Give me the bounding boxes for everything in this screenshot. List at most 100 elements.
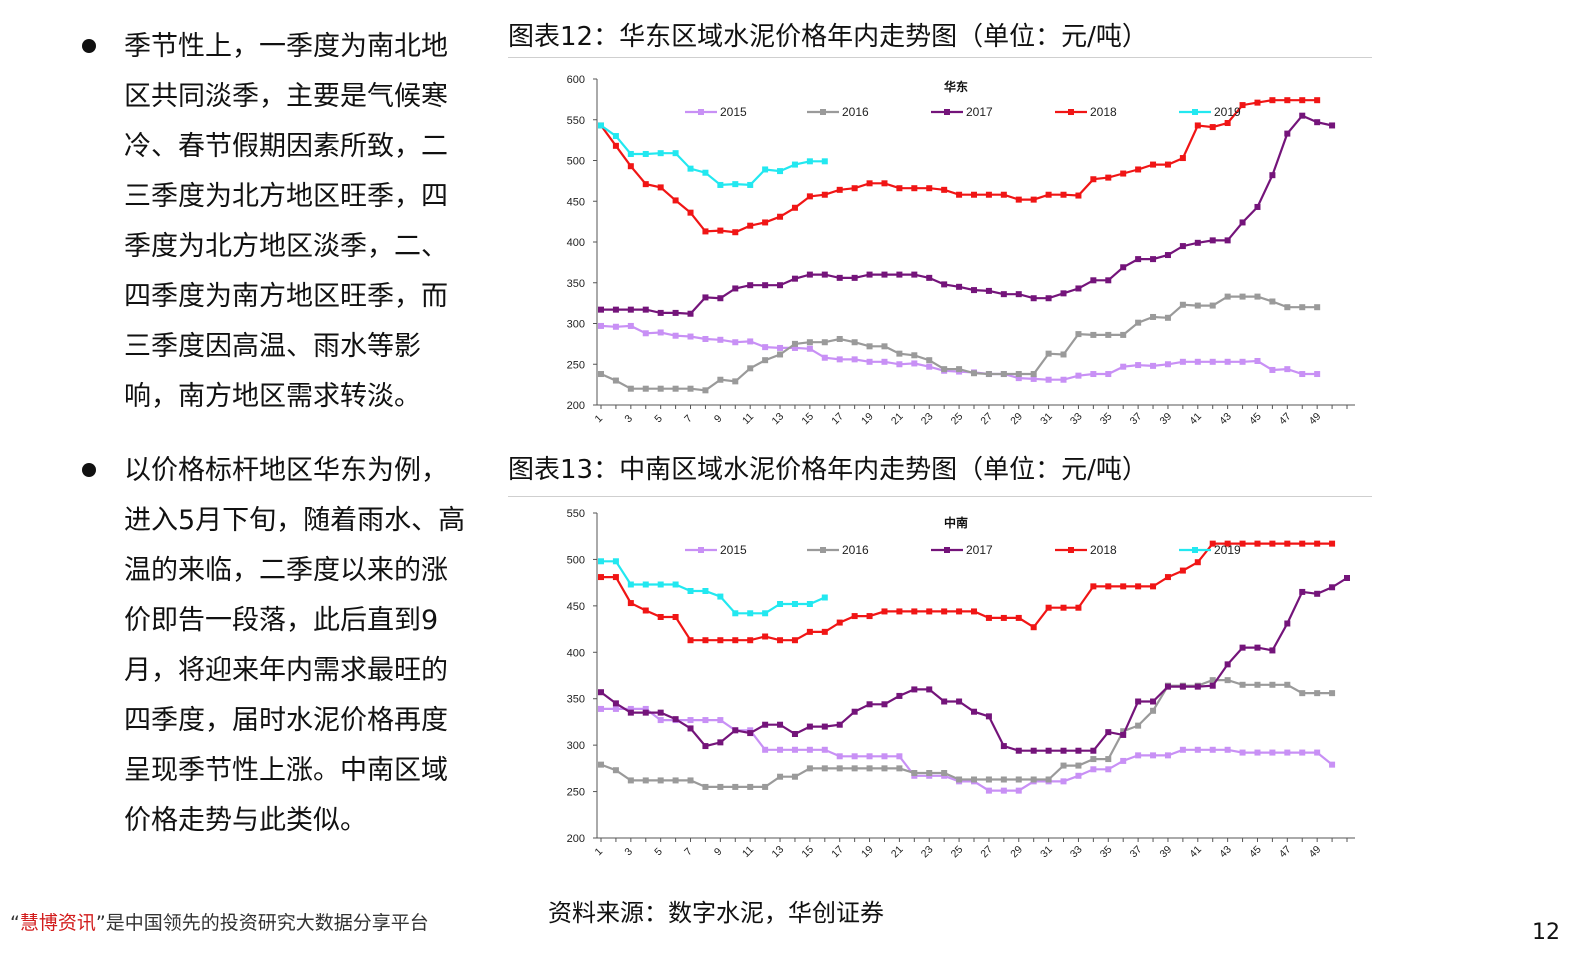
legend-marker-2019	[1192, 109, 1198, 115]
data-point-2017	[791, 731, 798, 737]
data-point-2017	[1090, 277, 1097, 284]
data-point-2015	[806, 345, 813, 352]
data-point-2016	[1314, 304, 1321, 311]
data-point-2017	[1135, 256, 1142, 263]
data-point-2015	[777, 344, 784, 351]
data-point-2018	[1120, 583, 1127, 590]
data-point-2015	[762, 746, 769, 753]
data-point-2015	[777, 746, 784, 753]
data-point-2018	[762, 219, 769, 226]
data-point-2016	[821, 339, 828, 346]
data-point-2016	[836, 335, 843, 342]
chart-title: 华东	[944, 79, 968, 94]
legend-marker-2018	[1068, 109, 1074, 115]
x-tick-label: 21	[889, 410, 906, 427]
data-point-2015	[627, 322, 634, 329]
data-point-2017	[1015, 747, 1022, 754]
data-point-2016	[1254, 681, 1261, 688]
x-tick-label: 45	[1247, 410, 1264, 427]
x-tick-label: 11	[740, 844, 756, 860]
data-point-2016	[717, 783, 724, 790]
data-point-2017	[926, 274, 933, 281]
data-point-2015	[1120, 363, 1127, 370]
data-point-2016	[956, 366, 963, 373]
series-line-2016	[600, 679, 1333, 788]
data-point-2017	[866, 271, 873, 278]
data-point-2016	[762, 783, 769, 790]
data-point-2015	[1090, 371, 1097, 378]
data-point-2019	[762, 166, 769, 173]
data-point-2018	[1045, 191, 1052, 198]
data-point-2018	[1075, 192, 1082, 199]
data-point-2018	[1090, 176, 1097, 183]
y-tick-label: 450	[567, 196, 585, 208]
data-point-2017	[627, 306, 634, 313]
x-tick-label: 7	[682, 412, 695, 425]
data-point-2017	[687, 725, 694, 732]
legend-label-2016: 2016	[842, 543, 869, 557]
data-point-2018	[926, 608, 933, 615]
data-point-2017	[687, 310, 694, 317]
series-line-2015	[601, 707, 1333, 792]
x-tick-label: 47	[1277, 843, 1294, 860]
data-point-2015	[1164, 752, 1171, 759]
x-tick-label: 37	[1128, 410, 1145, 427]
data-point-2017	[1269, 172, 1276, 179]
data-point-2018	[1194, 122, 1201, 129]
data-point-2016	[672, 385, 679, 392]
x-tick-label: 9	[712, 412, 725, 425]
data-point-2016	[1075, 331, 1082, 338]
data-point-2017	[1224, 237, 1231, 244]
data-point-2016	[881, 343, 888, 350]
data-point-2017	[1194, 683, 1201, 690]
figure-13-title: 图表13：中南区域水泥价格年内走势图（单位：元/吨）	[508, 455, 1148, 485]
data-point-2016	[851, 765, 858, 772]
x-tick-label: 39	[1157, 843, 1174, 860]
data-point-2016	[1239, 681, 1246, 688]
data-point-2017	[1045, 295, 1052, 302]
data-point-2018	[1209, 540, 1216, 547]
data-point-2018	[672, 197, 679, 204]
data-point-2018	[1239, 102, 1246, 109]
data-point-2017	[1015, 291, 1022, 298]
data-point-2017	[881, 701, 888, 708]
data-point-2017	[1000, 291, 1007, 298]
data-point-2018	[687, 209, 694, 216]
data-point-2016	[806, 765, 813, 772]
data-point-2017	[851, 274, 858, 281]
figure-12-divider	[508, 57, 1372, 58]
data-point-2017	[1075, 747, 1082, 754]
data-point-2018	[821, 191, 828, 198]
x-tick-label: 47	[1277, 410, 1294, 427]
x-tick-label: 15	[799, 843, 816, 860]
x-tick-label: 23	[919, 843, 936, 860]
data-point-2016	[1329, 690, 1336, 697]
data-point-2016	[1284, 304, 1291, 311]
x-tick-label: 17	[829, 410, 846, 427]
data-point-2017	[612, 306, 619, 313]
data-point-2018	[1030, 196, 1037, 203]
data-point-2018	[762, 633, 769, 640]
data-point-2018	[702, 637, 709, 644]
data-point-2016	[926, 357, 933, 364]
data-point-2016	[1105, 756, 1112, 763]
data-point-2018	[1254, 540, 1261, 547]
data-point-2017	[1164, 252, 1171, 259]
y-tick-label: 600	[567, 74, 585, 86]
x-tick-label: 37	[1128, 843, 1145, 860]
data-point-2018	[911, 608, 918, 615]
x-tick-label: 27	[978, 843, 995, 860]
data-point-2016	[941, 770, 948, 776]
data-point-2016	[1269, 298, 1276, 305]
data-point-2018	[702, 228, 709, 235]
data-point-2018	[1269, 97, 1276, 104]
data-point-2017	[1150, 698, 1157, 705]
legend-label-2018: 2018	[1090, 105, 1117, 119]
data-point-2015	[1254, 357, 1261, 364]
footer-tagline: 是中国领先的投资研究大数据分享平台	[105, 912, 429, 934]
y-tick-label: 400	[567, 237, 585, 249]
data-point-2018	[896, 185, 903, 192]
data-point-2017	[1105, 729, 1112, 736]
x-tick-label: 29	[1008, 410, 1025, 427]
